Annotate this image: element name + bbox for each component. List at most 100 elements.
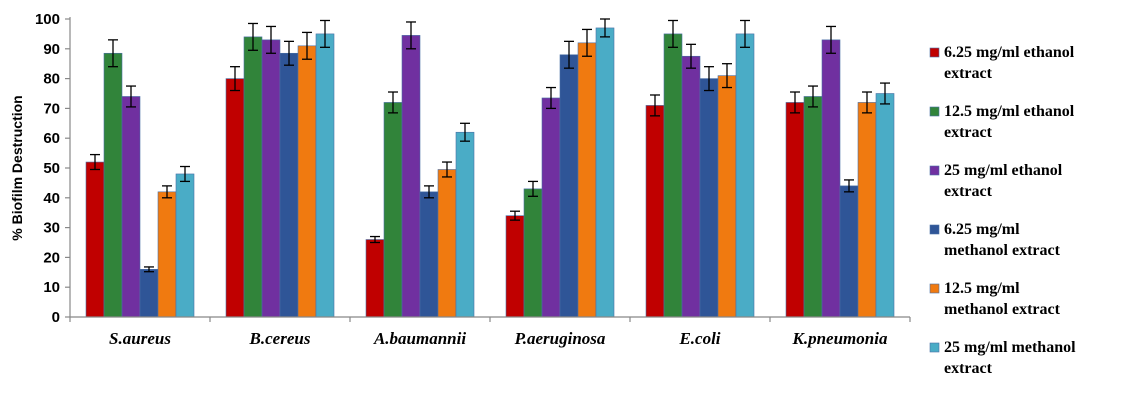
bar	[279, 52, 299, 318]
error-bar	[442, 161, 452, 178]
error-bar	[248, 22, 258, 51]
error-bar	[704, 66, 714, 92]
bar	[839, 185, 859, 318]
legend-item: 12.5 mg/ml methanol extract	[929, 280, 1061, 318]
error-bar	[546, 86, 556, 110]
legend-label: 6.25 mg/ml methanol extract	[944, 221, 1061, 259]
legend-item: 25 mg/ml ethanol extract	[929, 162, 1063, 200]
bar	[157, 191, 177, 318]
bar	[261, 39, 281, 318]
bar	[383, 102, 403, 318]
error-bar	[126, 85, 136, 108]
bars-layer	[85, 27, 895, 318]
bar	[505, 215, 525, 318]
bar	[541, 97, 561, 318]
error-bar	[180, 165, 190, 183]
error-bar	[424, 185, 434, 199]
y-tick-label: 40	[43, 190, 60, 207]
bar	[645, 105, 665, 318]
bar	[401, 35, 421, 318]
bar	[821, 39, 841, 318]
bar	[559, 54, 579, 318]
error-bar	[90, 153, 100, 171]
error-bar	[230, 66, 240, 92]
y-tick-label: 20	[43, 249, 60, 266]
axes-layer: 0 10 20 30 40 50 60 70 80 90 100 S.aureus B.cereus A.…	[35, 11, 911, 348]
bar	[735, 33, 755, 318]
bar	[595, 27, 615, 318]
error-bar	[790, 91, 800, 114]
x-tick-label: P.aeruginosa	[514, 329, 606, 348]
error-bar	[284, 40, 294, 66]
error-bar	[722, 63, 732, 89]
bar	[419, 191, 439, 318]
error-bar	[266, 25, 276, 54]
legend-item: 12.5 mg/ml ethanol extract	[929, 103, 1075, 141]
legend-swatch	[929, 342, 940, 353]
bar	[85, 161, 105, 318]
bar	[297, 45, 317, 318]
bar	[121, 96, 141, 318]
error-bar	[510, 210, 520, 221]
y-tick-label: 60	[43, 130, 60, 147]
error-bar	[564, 40, 574, 69]
y-tick-label: 30	[43, 220, 60, 237]
y-tick-label: 80	[43, 71, 60, 88]
legend-label: 6.25 mg/ml ethanol extract	[944, 44, 1075, 82]
error-bar	[686, 43, 696, 69]
error-bar	[406, 21, 416, 50]
bar	[243, 36, 263, 318]
y-tick-label: 70	[43, 100, 60, 117]
x-tick-label: S.aureus	[109, 329, 171, 348]
y-axis-label: % Biofilm Destruction	[9, 95, 25, 240]
y-tick-label: 10	[43, 279, 60, 296]
bar	[681, 55, 701, 318]
error-bar	[144, 266, 154, 273]
legend-swatch	[929, 283, 940, 294]
legend-item: 6.25 mg/ml methanol extract	[929, 221, 1061, 259]
error-bar	[320, 19, 330, 48]
legend-swatch	[929, 165, 940, 176]
y-tick-label: 90	[43, 41, 60, 58]
legend-swatch	[929, 224, 940, 235]
bar	[577, 42, 597, 318]
error-bar	[844, 179, 854, 193]
legend-item: 6.25 mg/ml ethanol extract	[929, 44, 1075, 82]
bar	[225, 78, 245, 318]
bar	[875, 93, 895, 318]
error-bar	[880, 82, 890, 105]
bar	[699, 78, 719, 318]
bar	[717, 75, 737, 318]
error-bar	[808, 85, 818, 108]
bar	[139, 269, 159, 318]
legend: 6.25 mg/ml ethanol extract 12.5 mg/ml etha…	[929, 44, 1076, 377]
error-bar	[302, 31, 312, 60]
bar	[315, 33, 335, 318]
legend-item: 25 mg/ml methanol extract	[929, 339, 1076, 377]
bar	[663, 33, 683, 318]
legend-swatch	[929, 47, 940, 58]
legend-swatch	[929, 106, 940, 117]
x-tick-label: E.coli	[678, 329, 720, 348]
bar	[523, 188, 543, 318]
error-bar	[460, 122, 470, 142]
x-tick-label: B.cereus	[249, 329, 311, 348]
legend-label: 12.5 mg/ml ethanol extract	[944, 103, 1075, 141]
error-bar	[826, 25, 836, 54]
error-bar	[388, 91, 398, 114]
bar	[803, 96, 823, 318]
y-tick-label: 0	[52, 309, 60, 326]
error-bar	[862, 91, 872, 114]
legend-label: 25 mg/ml ethanol extract	[944, 162, 1063, 200]
legend-label: 25 mg/ml methanol extract	[944, 339, 1076, 377]
error-bar	[740, 19, 750, 48]
x-tick-label: A.baumannii	[373, 329, 466, 348]
bar	[785, 102, 805, 318]
y-tick-label: 100	[35, 11, 60, 28]
bar	[455, 131, 475, 318]
x-tick-label: K.pneumonia	[792, 329, 888, 348]
error-bar	[650, 94, 660, 117]
legend-label: 12.5 mg/ml methanol extract	[944, 280, 1061, 318]
error-bar	[528, 180, 538, 197]
